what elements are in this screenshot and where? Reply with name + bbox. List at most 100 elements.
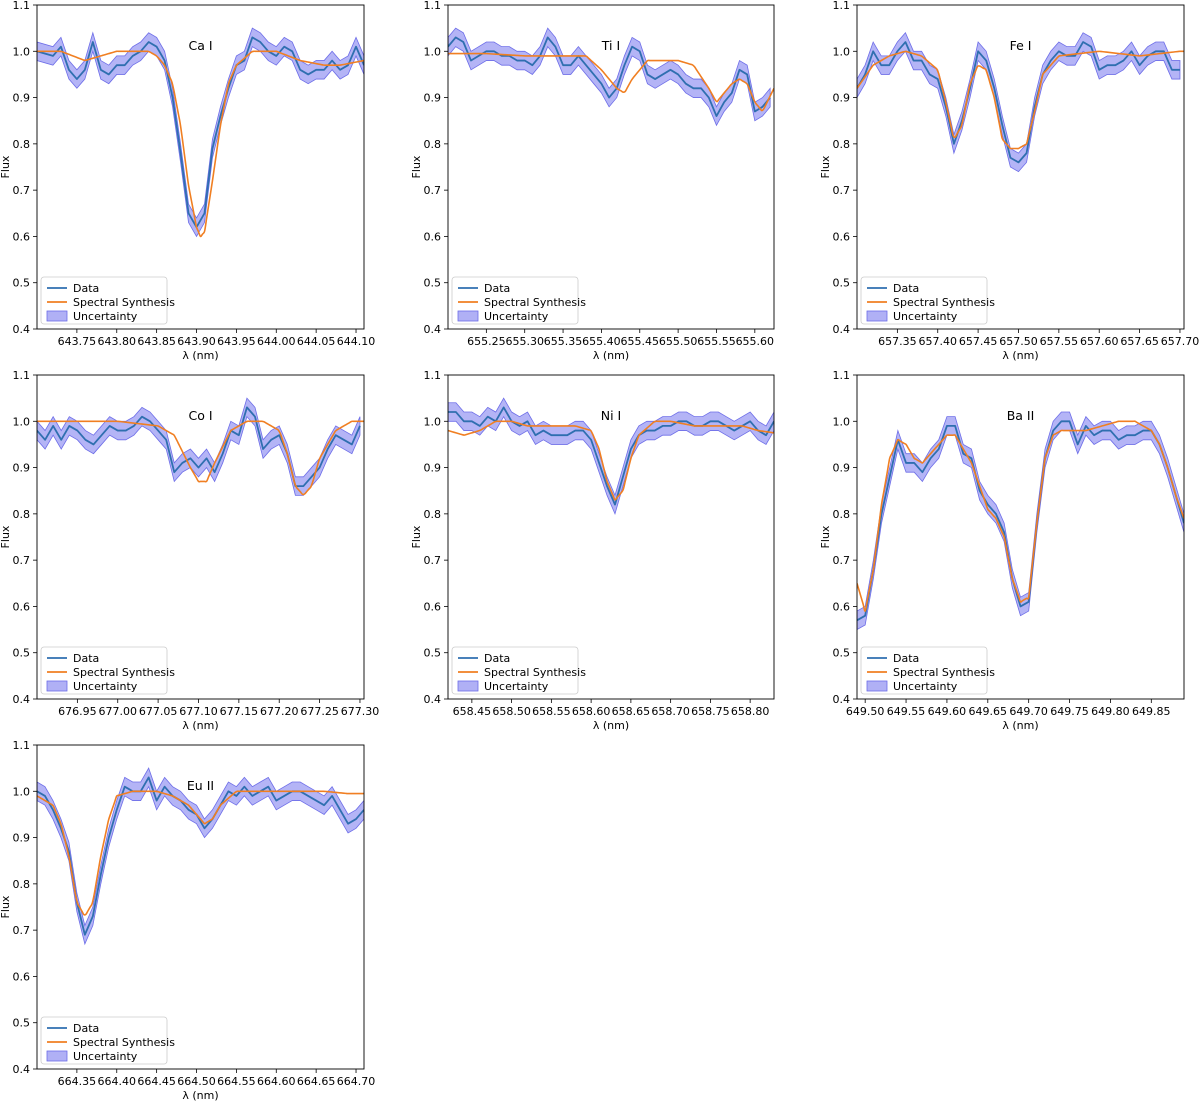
x-tick-label: 677.25 <box>300 705 339 718</box>
y-tick-label: 0.9 <box>13 92 31 105</box>
legend-swatch-uncertainty <box>46 1050 68 1062</box>
legend-label: Data <box>73 1022 99 1035</box>
x-tick-label: 657.65 <box>1120 335 1159 348</box>
x-tick-label: 657.45 <box>959 335 998 348</box>
x-tick-label: 657.35 <box>878 335 917 348</box>
x-tick-label: 643.75 <box>58 335 97 348</box>
data-line <box>37 776 364 936</box>
y-axis-label: Flux <box>410 155 423 178</box>
legend-label: Spectral Synthesis <box>484 296 586 309</box>
y-tick-label: 0.5 <box>424 277 442 290</box>
legend-box <box>451 646 579 695</box>
synthesis-line <box>37 50 364 238</box>
uncertainty-band <box>857 32 1181 173</box>
uncertainty-band <box>37 397 361 496</box>
plot-area <box>37 767 364 946</box>
plot-area <box>857 32 1184 173</box>
synthesis-line <box>448 420 774 501</box>
x-axis-label: λ (nm) <box>182 349 218 362</box>
x-tick-label: 658.80 <box>731 705 770 718</box>
plot-area <box>857 411 1184 631</box>
y-tick-label: 1.0 <box>424 45 442 58</box>
y-tick-label: 1.0 <box>13 415 31 428</box>
axes-frame <box>447 374 775 700</box>
x-tick-label: 658.45 <box>453 705 492 718</box>
x-tick-label: 643.80 <box>98 335 137 348</box>
legend-label: Data <box>484 652 510 665</box>
y-tick-label: 0.9 <box>424 92 442 105</box>
legend-label: Data <box>893 282 919 295</box>
x-tick-label: 655.50 <box>659 335 698 348</box>
x-tick-label: 655.35 <box>544 335 583 348</box>
legend-label: Data <box>893 652 919 665</box>
x-tick-label: 658.60 <box>572 705 611 718</box>
y-tick-label: 0.4 <box>424 323 442 336</box>
x-tick-label: 657.55 <box>1040 335 1079 348</box>
legend-swatch-uncertainty <box>46 680 68 692</box>
x-tick-label: 664.40 <box>98 1075 137 1088</box>
x-tick-label: 655.30 <box>505 335 544 348</box>
x-tick-label: 658.55 <box>532 705 571 718</box>
x-tick-label: 677.10 <box>179 705 218 718</box>
y-tick-label: 0.7 <box>424 554 442 567</box>
x-tick-label: 658.75 <box>691 705 730 718</box>
y-tick-label: 0.8 <box>13 138 31 151</box>
y-tick-label: 0.6 <box>424 230 442 243</box>
x-axis-label: λ (nm) <box>182 1089 218 1102</box>
plot-area <box>448 397 774 516</box>
plot-area <box>448 27 774 127</box>
panel-title: Ni I <box>601 408 621 423</box>
x-tick-label: 644.05 <box>297 335 336 348</box>
legend-box <box>451 276 579 325</box>
y-tick-label: 0.9 <box>424 462 442 475</box>
y-tick-label: 0.4 <box>424 693 442 706</box>
legend-label: Uncertainty <box>484 680 549 693</box>
legend-label: Uncertainty <box>484 310 549 323</box>
x-tick-label: 644.10 <box>337 335 376 348</box>
legend-label: Spectral Synthesis <box>73 296 175 309</box>
axes-frame <box>447 4 775 330</box>
legend-label: Uncertainty <box>73 680 138 693</box>
panel-title: Ca I <box>188 38 212 53</box>
legend-label: Spectral Synthesis <box>893 666 995 679</box>
x-tick-label: 664.35 <box>58 1075 97 1088</box>
y-tick-label: 0.5 <box>833 277 851 290</box>
data-line <box>448 406 774 506</box>
data-line <box>37 36 364 229</box>
x-tick-label: 658.50 <box>492 705 531 718</box>
y-tick-label: 0.4 <box>833 693 851 706</box>
x-tick-label: 643.85 <box>137 335 176 348</box>
legend-box <box>860 276 988 325</box>
y-tick-label: 0.8 <box>424 138 442 151</box>
y-tick-label: 0.6 <box>13 970 31 983</box>
y-tick-label: 1.0 <box>13 45 31 58</box>
panel-title: Fe I <box>1010 38 1032 53</box>
x-tick-label: 643.90 <box>177 335 216 348</box>
legend-box <box>40 646 168 695</box>
data-line <box>448 36 771 117</box>
y-tick-label: 1.1 <box>424 0 442 12</box>
y-tick-label: 0.9 <box>833 92 851 105</box>
x-tick-label: 658.70 <box>651 705 690 718</box>
uncertainty-band <box>448 27 771 127</box>
x-tick-label: 657.50 <box>999 335 1038 348</box>
y-tick-label: 1.0 <box>833 415 851 428</box>
y-tick-label: 1.1 <box>13 0 31 12</box>
y-axis-label: Flux <box>410 525 423 548</box>
x-axis-label: λ (nm) <box>593 349 629 362</box>
y-tick-label: 0.7 <box>13 924 31 937</box>
panel-title: Eu II <box>187 778 214 793</box>
data-line <box>37 406 361 487</box>
y-tick-label: 1.1 <box>833 369 851 382</box>
y-tick-label: 0.7 <box>424 184 442 197</box>
y-tick-label: 0.5 <box>13 1017 31 1030</box>
data-line <box>857 41 1180 164</box>
x-tick-label: 677.30 <box>341 705 380 718</box>
